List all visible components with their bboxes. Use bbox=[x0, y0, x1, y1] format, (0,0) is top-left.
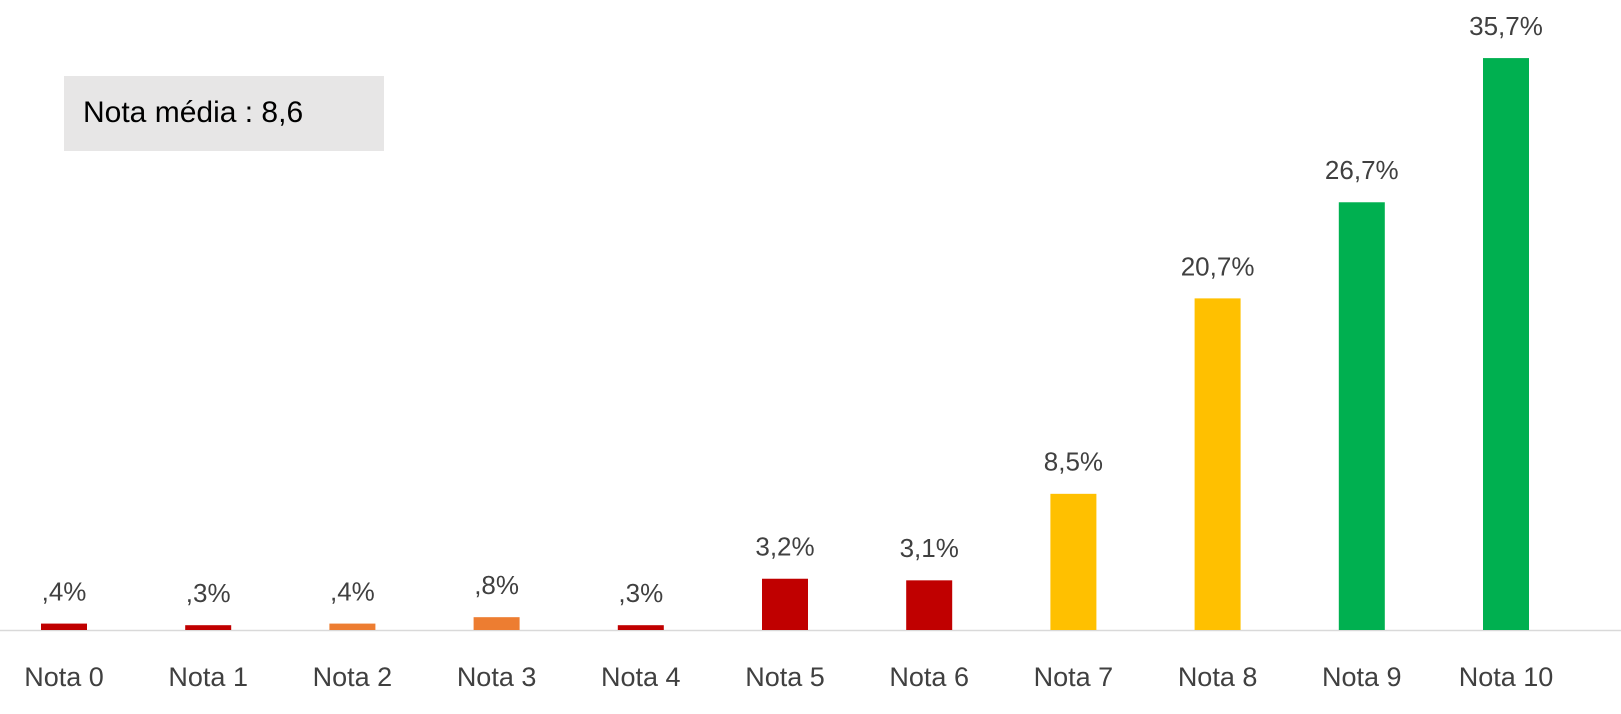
bar bbox=[762, 578, 808, 630]
x-tick-label: Nota 8 bbox=[1178, 662, 1258, 692]
value-label: 20,7% bbox=[1181, 251, 1255, 281]
value-label: ,3% bbox=[186, 578, 231, 608]
x-tick-label: Nota 6 bbox=[889, 662, 969, 692]
x-tick-label: Nota 7 bbox=[1034, 662, 1114, 692]
bar bbox=[41, 623, 87, 630]
bar bbox=[1194, 298, 1241, 630]
value-label: 8,5% bbox=[1044, 447, 1103, 477]
annotation-box bbox=[64, 76, 384, 151]
value-label: 3,1% bbox=[900, 533, 959, 563]
value-label: 35,7% bbox=[1469, 11, 1543, 41]
bar bbox=[329, 623, 376, 630]
x-tick-label: Nota 9 bbox=[1322, 662, 1402, 692]
x-tick-label: Nota 10 bbox=[1459, 662, 1554, 692]
x-tick-label: Nota 5 bbox=[745, 662, 825, 692]
value-label: ,3% bbox=[618, 578, 663, 608]
value-label: ,4% bbox=[330, 576, 375, 606]
value-label: 3,2% bbox=[755, 532, 814, 562]
bar bbox=[906, 580, 953, 630]
value-label: ,4% bbox=[42, 576, 87, 606]
value-label: 26,7% bbox=[1325, 155, 1399, 185]
bar bbox=[617, 625, 664, 630]
x-tick-label: Nota 0 bbox=[24, 662, 104, 692]
x-tick-label: Nota 1 bbox=[168, 662, 248, 692]
x-tick-label: Nota 4 bbox=[601, 662, 681, 692]
bar bbox=[1483, 58, 1529, 630]
bar bbox=[185, 625, 232, 630]
bar bbox=[473, 617, 520, 630]
bar bbox=[1338, 202, 1385, 631]
bar bbox=[1050, 493, 1097, 630]
x-tick-label: Nota 2 bbox=[313, 662, 393, 692]
annotation: Nota média : 8,6 bbox=[83, 96, 303, 129]
value-label: ,8% bbox=[474, 570, 519, 600]
x-tick-label: Nota 3 bbox=[457, 662, 537, 692]
